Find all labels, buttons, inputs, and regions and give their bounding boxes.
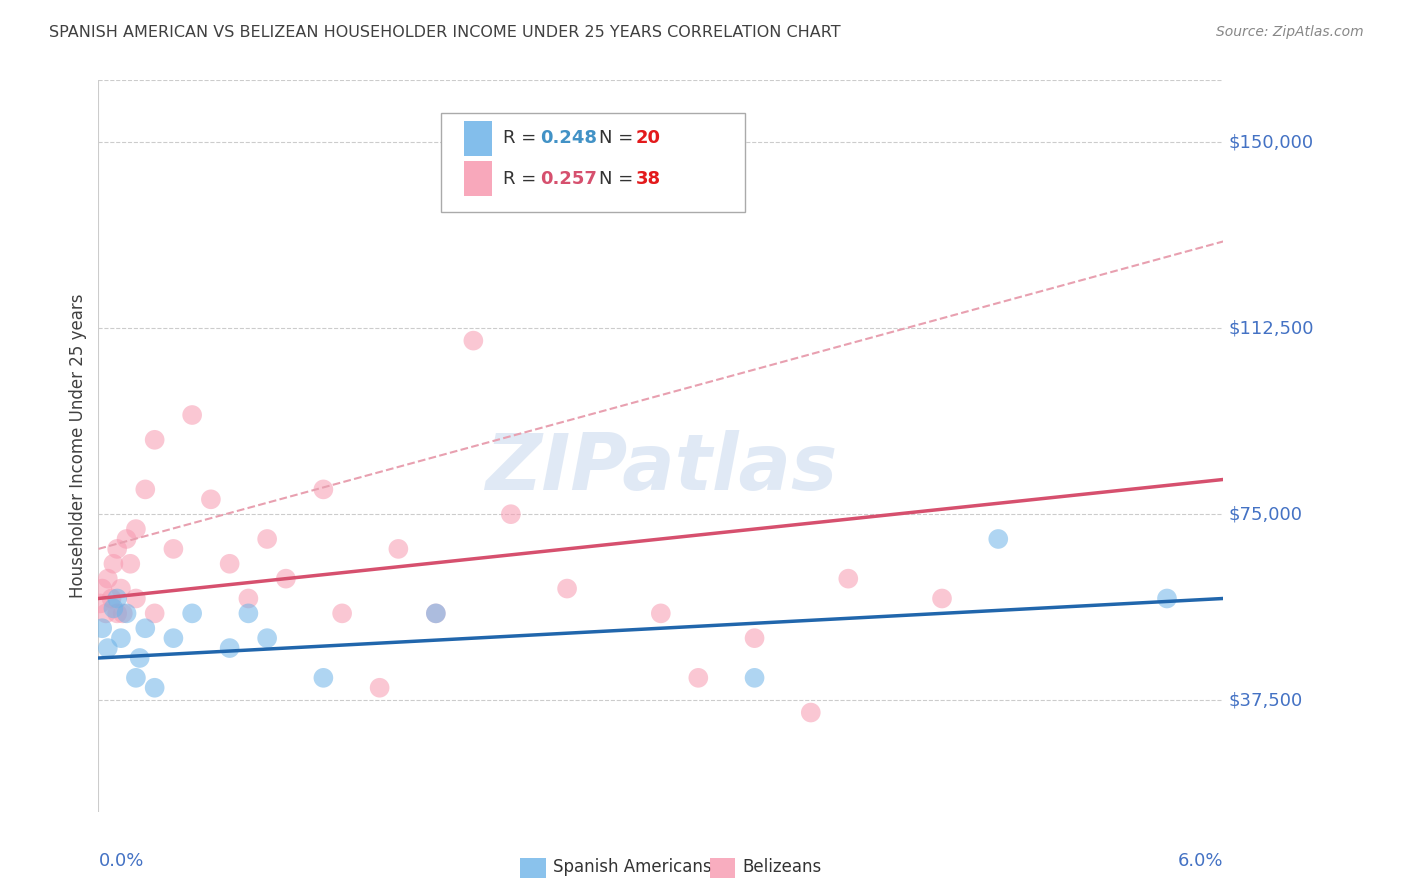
Bar bbox=[464, 161, 492, 196]
Spanish Americans bbox=[987, 532, 1010, 546]
Spanish Americans bbox=[744, 671, 766, 685]
Spanish Americans bbox=[1156, 591, 1178, 606]
Text: ZIPatlas: ZIPatlas bbox=[485, 430, 837, 506]
Belizeans bbox=[931, 591, 953, 606]
Spanish Americans bbox=[103, 601, 125, 615]
Belizeans bbox=[274, 572, 297, 586]
Text: $150,000: $150,000 bbox=[1229, 133, 1315, 152]
Text: N =: N = bbox=[599, 129, 638, 147]
Bar bbox=[464, 120, 492, 156]
Text: R =: R = bbox=[503, 169, 543, 187]
Belizeans bbox=[97, 572, 120, 586]
Spanish Americans bbox=[115, 607, 138, 621]
Belizeans bbox=[200, 492, 222, 507]
Belizeans bbox=[110, 582, 132, 596]
Y-axis label: Householder Income Under 25 years: Householder Income Under 25 years bbox=[69, 293, 87, 599]
Belizeans bbox=[181, 408, 204, 422]
Belizeans bbox=[125, 522, 148, 536]
Belizeans bbox=[105, 607, 128, 621]
Text: R =: R = bbox=[503, 129, 543, 147]
Text: Spanish Americans: Spanish Americans bbox=[553, 858, 711, 876]
Belizeans bbox=[650, 607, 672, 621]
Text: $37,500: $37,500 bbox=[1229, 691, 1303, 709]
Belizeans bbox=[162, 541, 184, 556]
Spanish Americans bbox=[218, 641, 240, 656]
Belizeans bbox=[89, 597, 111, 611]
Belizeans bbox=[143, 433, 166, 447]
Text: $75,000: $75,000 bbox=[1229, 505, 1303, 524]
Belizeans bbox=[100, 591, 122, 606]
Belizeans bbox=[105, 541, 128, 556]
Belizeans bbox=[837, 572, 859, 586]
Belizeans bbox=[94, 607, 117, 621]
Belizeans bbox=[800, 706, 823, 720]
Belizeans bbox=[91, 582, 114, 596]
Spanish Americans bbox=[425, 607, 447, 621]
Belizeans bbox=[256, 532, 278, 546]
Belizeans bbox=[238, 591, 260, 606]
Spanish Americans bbox=[256, 631, 278, 645]
Text: 20: 20 bbox=[636, 129, 661, 147]
Belizeans bbox=[387, 541, 409, 556]
Spanish Americans bbox=[97, 641, 120, 656]
Spanish Americans bbox=[125, 671, 148, 685]
Belizeans bbox=[744, 631, 766, 645]
Text: 0.248: 0.248 bbox=[540, 129, 598, 147]
Belizeans bbox=[499, 507, 522, 521]
Belizeans bbox=[134, 483, 156, 497]
Spanish Americans bbox=[143, 681, 166, 695]
Text: $112,500: $112,500 bbox=[1229, 319, 1315, 337]
Belizeans bbox=[555, 582, 578, 596]
Text: SPANISH AMERICAN VS BELIZEAN HOUSEHOLDER INCOME UNDER 25 YEARS CORRELATION CHART: SPANISH AMERICAN VS BELIZEAN HOUSEHOLDER… bbox=[49, 25, 841, 40]
Belizeans bbox=[218, 557, 240, 571]
Belizeans bbox=[103, 557, 125, 571]
Belizeans bbox=[425, 607, 447, 621]
Belizeans bbox=[368, 681, 391, 695]
Belizeans bbox=[330, 607, 353, 621]
Spanish Americans bbox=[134, 621, 156, 635]
Belizeans bbox=[125, 591, 148, 606]
Text: Belizeans: Belizeans bbox=[742, 858, 821, 876]
Text: 38: 38 bbox=[636, 169, 661, 187]
Text: 0.257: 0.257 bbox=[540, 169, 598, 187]
Spanish Americans bbox=[312, 671, 335, 685]
Belizeans bbox=[120, 557, 142, 571]
Spanish Americans bbox=[181, 607, 204, 621]
FancyBboxPatch shape bbox=[441, 113, 745, 212]
Spanish Americans bbox=[162, 631, 184, 645]
Belizeans bbox=[312, 483, 335, 497]
Belizeans bbox=[688, 671, 710, 685]
Text: 6.0%: 6.0% bbox=[1178, 852, 1223, 870]
Belizeans bbox=[115, 532, 138, 546]
Spanish Americans bbox=[238, 607, 260, 621]
Belizeans bbox=[143, 607, 166, 621]
Spanish Americans bbox=[110, 631, 132, 645]
Text: Source: ZipAtlas.com: Source: ZipAtlas.com bbox=[1216, 25, 1364, 39]
Spanish Americans bbox=[105, 591, 128, 606]
Text: N =: N = bbox=[599, 169, 638, 187]
Text: 0.0%: 0.0% bbox=[98, 852, 143, 870]
Belizeans bbox=[463, 334, 485, 348]
Spanish Americans bbox=[128, 651, 150, 665]
Spanish Americans bbox=[91, 621, 114, 635]
Belizeans bbox=[111, 607, 134, 621]
